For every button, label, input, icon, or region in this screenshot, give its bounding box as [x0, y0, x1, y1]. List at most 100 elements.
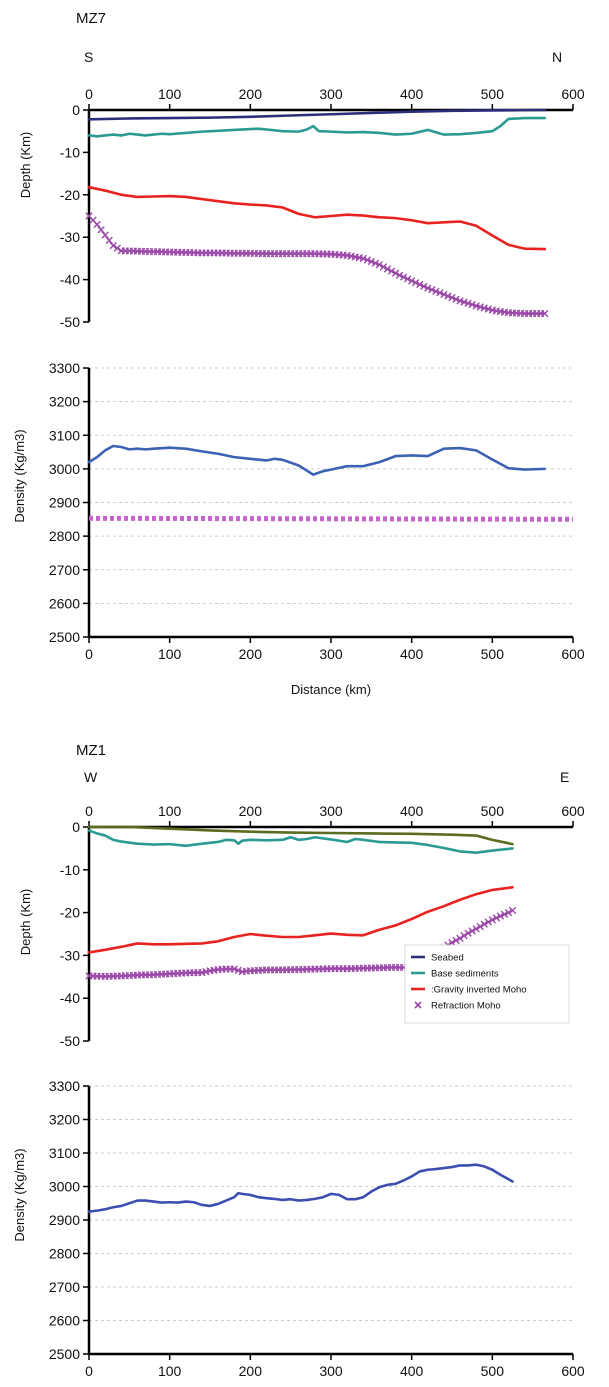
p2-series-gravity-inverted-moho [87, 886, 514, 954]
p3-y-tick-label: 3200 [49, 1112, 80, 1128]
p0-series-refraction-moho-marker [93, 220, 101, 229]
p1-x-tick-label: 0 [85, 646, 93, 662]
mz1-east-label: E [560, 769, 569, 785]
p2-series-refraction-moho-marker [508, 906, 517, 915]
p0-series-refraction-moho-marker [432, 287, 440, 295]
p1-x-tick-label: 200 [239, 646, 263, 662]
p2-series-refraction-moho-marker [480, 920, 488, 928]
p0-series-refraction-moho-marker [468, 300, 476, 309]
mz1-title: MZ1 [76, 742, 106, 759]
p0-series-refraction-moho-marker [403, 275, 412, 283]
p2-x-tick-label: 300 [319, 803, 343, 819]
p0-y-tick-label: 0 [72, 102, 80, 118]
p0-y-tick-label: -20 [60, 187, 80, 203]
p0-series-refraction-moho-marker [460, 298, 468, 306]
p1-y-tick-label: 2700 [49, 562, 80, 578]
p0-series-gravity-inverted-moho [87, 185, 547, 251]
p0-x-tick-label: 0 [85, 86, 93, 102]
mz1-west-label: W [84, 769, 98, 785]
p2-x-tick-label: 500 [481, 803, 505, 819]
p3-x-tick-label: 500 [481, 1363, 505, 1379]
mz7-title: MZ7 [76, 10, 106, 27]
p1-x-tick-label: 300 [319, 646, 343, 662]
p0-series-refraction-moho-marker [105, 236, 113, 245]
p0-x-tick-label: 100 [158, 86, 182, 102]
p0-series-seabed [87, 108, 547, 121]
p0-series-refraction-moho-marker [375, 261, 384, 269]
p0-series-refraction-moho-marker [399, 273, 408, 281]
p2-legend-label: Base sediments [431, 969, 499, 980]
p2-legend-label: Seabed [431, 953, 464, 964]
p3-x-tick-label: 300 [319, 1363, 343, 1379]
p0-series-refraction-moho-marker [444, 292, 452, 300]
p2-series-refraction-moho-marker [492, 914, 501, 922]
p2-series-refraction-moho-marker [464, 929, 472, 937]
p2-series-refraction-moho-marker [500, 910, 509, 919]
p1-x-tick-label: 500 [481, 646, 505, 662]
p2-series-refraction-moho-marker [230, 965, 238, 973]
p0-y-tick-label: -50 [60, 314, 80, 330]
p2-series-refraction-moho-marker [476, 922, 484, 931]
p2-legend-label: Refraction Moho [431, 1001, 501, 1012]
p3-x-tick-label: 100 [158, 1363, 182, 1379]
p0-y-tick-label: -10 [60, 144, 80, 160]
p1-x-tick-label: 600 [561, 646, 585, 662]
p0-series-refraction-moho-marker [371, 259, 380, 267]
p2-x-tick-label: 400 [400, 803, 424, 819]
p0-y-tick-label: -30 [60, 229, 80, 245]
p0-series-refraction-moho [88, 215, 545, 315]
p0-series-refraction-moho-marker [391, 269, 400, 277]
mz1-depth-ylabel: Depth (Km) [18, 889, 33, 955]
p3-x-tick-label: 600 [561, 1363, 585, 1379]
p2-x-tick-label: 100 [158, 803, 182, 819]
p1-y-tick-label: 2900 [49, 495, 80, 511]
p0-series-refraction-moho-marker [97, 226, 105, 234]
p0-series-refraction-moho-marker [456, 297, 464, 305]
p0-series-refraction-moho-marker [428, 285, 436, 294]
p0-y-tick-label: -40 [60, 272, 80, 288]
p0-series-refraction-moho-marker [448, 293, 456, 302]
p2-series-refraction-moho-marker [488, 916, 497, 924]
p0-series-refraction-moho-marker [359, 254, 367, 263]
p1-x-tick-label: 100 [158, 646, 182, 662]
p2-x-tick-label: 600 [561, 803, 585, 819]
p2-series-refraction-moho-marker [472, 925, 480, 933]
p2-series-refraction-moho-marker [484, 918, 492, 926]
p1-y-tick-label: 3100 [49, 427, 80, 443]
p3-y-tick-label: 2600 [49, 1313, 80, 1329]
mz7-depth-panel: MZ7 S N Depth (Km) 0 100 200 300 400 500 600 0 -… [18, 10, 585, 330]
p0-x-tick-label: 300 [319, 86, 343, 102]
p2-y-tick-label: -10 [60, 862, 80, 878]
p2-series-seabed-trace-olive [87, 825, 514, 846]
p0-series-refraction-moho-marker [101, 231, 109, 239]
p2-x-tick-label: 0 [85, 803, 93, 819]
p2-y-tick-label: -20 [60, 905, 80, 921]
p3-y-tick-label: 3100 [49, 1145, 80, 1161]
p3-x-tick-label: 0 [85, 1363, 93, 1379]
p0-series-refraction-moho-marker [109, 241, 117, 250]
p0-series-refraction-moho-marker [436, 289, 444, 297]
p2-y-tick-label: -40 [60, 990, 80, 1006]
p0-series-refraction-moho-marker [440, 290, 448, 299]
p0-series-refraction-moho-marker [363, 256, 371, 264]
p0-series-refraction-moho-marker [452, 295, 460, 303]
mz7-south-label: S [84, 49, 93, 65]
p0-x-tick-label: 200 [239, 86, 263, 102]
p3-x-tick-label: 200 [239, 1363, 263, 1379]
p0-series-refraction-moho-marker [387, 267, 396, 275]
p1-y-tick-label: 2600 [49, 595, 80, 611]
p2-series-refraction-moho-marker [460, 932, 468, 940]
p0-series-refraction-moho-marker [464, 299, 472, 308]
p2-series-refraction-moho-marker [452, 936, 460, 945]
p2-series-refraction-moho-marker [496, 912, 505, 920]
p0-series-refraction-moho-marker [424, 284, 432, 292]
p3-series-line-0 [87, 1163, 514, 1213]
p0-series-refraction-moho-marker [541, 309, 549, 318]
p2-y-tick-label: 0 [72, 819, 80, 835]
p2-series-refraction-moho-marker [504, 908, 513, 917]
p3-x-tick-label: 400 [400, 1363, 424, 1379]
p0-series-refraction-moho-marker [412, 278, 420, 287]
mz1-density-ylabel: Density (Kg/m3) [12, 1148, 27, 1241]
p2-legend-label: :Gravity inverted Moho [431, 985, 527, 996]
